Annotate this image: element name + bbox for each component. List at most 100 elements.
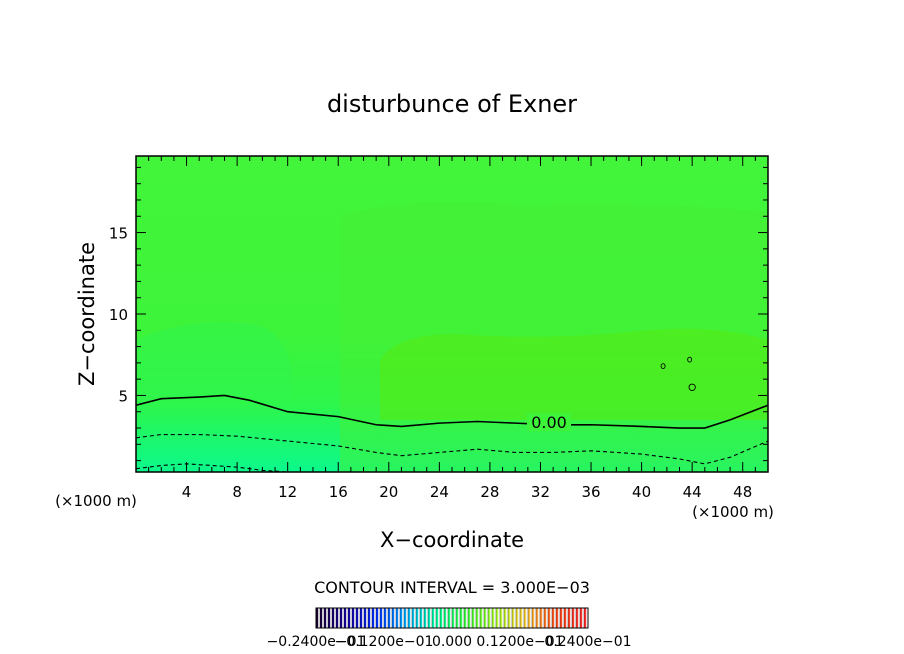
colorbar-tick-label: −0.1200e−01 <box>335 634 434 650</box>
x-tick-label: 20 <box>379 483 398 501</box>
colorbar-stripe <box>476 608 479 628</box>
colorbar-stripe <box>456 608 459 628</box>
colorbar-stripe <box>484 608 487 628</box>
x-axis-label: X−coordinate <box>380 528 524 552</box>
colorbar-stripe <box>472 608 475 628</box>
x-tick-label: 32 <box>531 483 550 501</box>
closed-contour-2 <box>688 383 696 392</box>
closed-contour-1 <box>687 356 693 363</box>
contour-label: 0.00 <box>531 413 567 432</box>
closed-contour-0 <box>660 363 666 370</box>
colorbar-stripe <box>516 608 519 628</box>
colorbar-stripe <box>340 608 343 628</box>
colorbar-stripe <box>408 608 411 628</box>
colorbar-stripe <box>376 608 379 628</box>
colorbar-stripe <box>536 608 539 628</box>
colorbar-stripe <box>560 608 563 628</box>
colorbar-stripe <box>432 608 435 628</box>
colorbar-stripe <box>452 608 455 628</box>
colorbar-stripe <box>360 608 363 628</box>
colorbar-stripe <box>460 608 463 628</box>
x-tick-label: 12 <box>278 483 297 501</box>
colorbar-stripe <box>468 608 471 628</box>
colorbar-stripe <box>520 608 523 628</box>
colorbar-stripe <box>436 608 439 628</box>
colorbar-stripe <box>580 608 583 628</box>
colorbar-tick-label: 0.000 <box>432 634 472 650</box>
colorbar-stripe <box>492 608 495 628</box>
colorbar-stripe <box>348 608 351 628</box>
colorbar-stripe <box>328 608 331 628</box>
colorbar-stripe <box>440 608 443 628</box>
y-axis-label: Z−coordinate <box>75 242 99 386</box>
colorbar-stripe <box>540 608 543 628</box>
colorbar-stripe <box>316 608 319 628</box>
y-tick-label: 10 <box>109 306 128 324</box>
colorbar-stripe <box>332 608 335 628</box>
x-tick-label: 28 <box>480 483 499 501</box>
colorbar-stripe <box>444 608 447 628</box>
colorbar-stripe <box>464 608 467 628</box>
colorbar-tick-label: 0.2400e−01 <box>544 634 631 650</box>
colorbar-stripe <box>572 608 575 628</box>
colorbar-stripe <box>564 608 567 628</box>
colorbar-stripe <box>480 608 483 628</box>
x-unit-left: (×1000 m) <box>55 492 137 510</box>
colorbar-stripe <box>504 608 507 628</box>
plot-frame <box>135 155 769 473</box>
colorbar-stripe <box>428 608 431 628</box>
colorbar-stripe <box>500 608 503 628</box>
colorbar-stripe <box>404 608 407 628</box>
x-tick-label: 24 <box>430 483 449 501</box>
colorbar-stripe <box>496 608 499 628</box>
colorbar-stripe <box>344 608 347 628</box>
colorbar-stripe <box>396 608 399 628</box>
colorbar-stripe <box>356 608 359 628</box>
field-patch-warm <box>380 328 768 420</box>
colorbar-tick-label: −0.2400e−01 <box>267 634 366 650</box>
colorbar: −0.2400e−01−0.1200e−010.000 0.1200e−010.2… <box>267 607 632 650</box>
colorbar-stripe <box>424 608 427 628</box>
chart-title: disturbunce of Exner <box>327 90 577 118</box>
colorbar-stripe <box>552 608 555 628</box>
colorbar-stripe <box>368 608 371 628</box>
y-tick-label: 15 <box>109 225 128 243</box>
colorbar-stripe <box>388 608 391 628</box>
x-unit-right: (×1000 m) <box>692 503 774 521</box>
x-tick-label: 16 <box>329 483 348 501</box>
plot-area <box>136 156 768 472</box>
colorbar-stripe <box>336 608 339 628</box>
x-tick-label: 4 <box>182 483 192 501</box>
colorbar-stripe <box>524 608 527 628</box>
y-tick-label: 5 <box>118 387 128 405</box>
colorbar-stripe <box>416 608 419 628</box>
colorbar-stripe <box>584 608 587 628</box>
colorbar-stripe <box>556 608 559 628</box>
colorbar-stripe <box>372 608 375 628</box>
contour-interval-text: CONTOUR INTERVAL = 3.000E−03 <box>314 578 590 597</box>
x-tick-label: 40 <box>632 483 651 501</box>
colorbar-stripe <box>512 608 515 628</box>
field-patch-cool-left <box>136 322 292 400</box>
colorbar-stripe <box>400 608 403 628</box>
colorbar-stripe <box>380 608 383 628</box>
colorbar-stripe <box>364 608 367 628</box>
colorbar-stripe <box>488 608 491 628</box>
colorbar-stripe <box>528 608 531 628</box>
colorbar-stripe <box>324 608 327 628</box>
colorbar-stripe <box>320 608 323 628</box>
colorbar-stripe <box>508 608 511 628</box>
colorbar-stripe <box>532 608 535 628</box>
x-tick-label: 44 <box>683 483 702 501</box>
colorbar-stripe <box>420 608 423 628</box>
colorbar-stripe <box>384 608 387 628</box>
colorbar-stripe <box>448 608 451 628</box>
colorbar-tick-label: 0.1200e−01 <box>476 634 563 650</box>
contour-label-gap <box>527 413 571 431</box>
x-tick-label: 48 <box>733 483 752 501</box>
colorbar-stripe <box>548 608 551 628</box>
x-tick-label: 8 <box>232 483 242 501</box>
colorbar-stripe <box>568 608 571 628</box>
